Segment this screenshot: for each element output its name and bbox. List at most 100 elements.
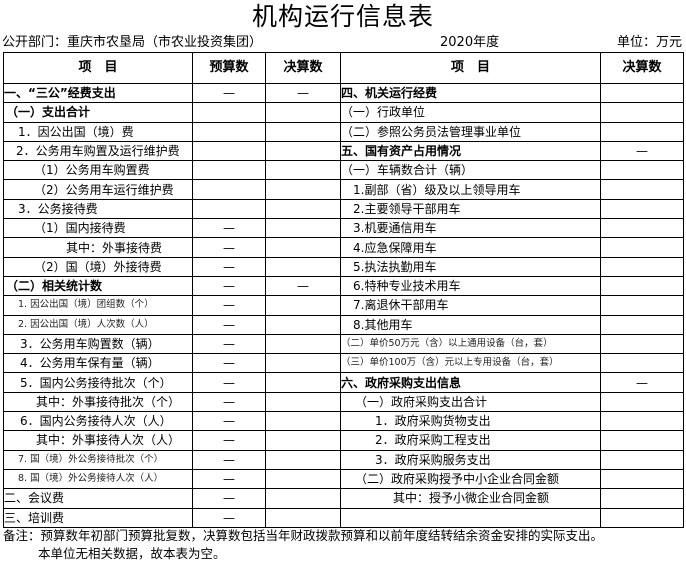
- table-row: （2）国（境）外接待费 — 5.执法执勤用车: [3, 256, 684, 277]
- right-final-value: [600, 391, 684, 413]
- right-final-value: [600, 275, 684, 297]
- right-final-value: [600, 218, 684, 239]
- right-item-label: 6.特种专业技术用车: [340, 275, 601, 297]
- table-row: （1）公务用车购置费 （一）车辆数合计（辆）: [3, 160, 684, 181]
- left-final-value: [265, 102, 341, 123]
- right-item-label: 其中：授予小微企业合同金额: [340, 488, 601, 509]
- left-item-label: 5．国内公务接待批次（个）: [3, 372, 193, 393]
- left-final-value: [265, 449, 341, 470]
- table-row: 7. 国（境）外公务接待批次（个） — 3．政府采购服务支出: [3, 449, 684, 470]
- right-item-label: 5.执法执勤用车: [340, 256, 601, 277]
- left-budget-value: —: [192, 237, 266, 258]
- right-item-label: （二）单价50万元（含）以上通用设备（台，套）: [340, 333, 601, 355]
- header-right-final: 决算数: [600, 52, 684, 84]
- header-left-budget: 预算数: [192, 52, 266, 84]
- left-item-label: 6．国内公务接待人次（人）: [3, 411, 193, 432]
- table-row: 6．国内公务接待人次（人） — 1．政府采购货物支出: [3, 411, 684, 432]
- header-row: 项 目 预算数 决算数 项 目 决算数: [3, 52, 684, 84]
- left-final-value: [265, 372, 341, 393]
- right-item-label: （三）单价100万（含）元以上专用设备（台，套）: [340, 353, 601, 374]
- table-row: 其中：外事接待批次（个） — （一）政府采购支出合计: [3, 391, 684, 413]
- table-row: （二）相关统计数 — —6.特种专业技术用车: [3, 275, 684, 297]
- table-row: 2. 因公出国（境）人次数（人） — 8.其他用车: [3, 314, 684, 335]
- left-budget-value: —: [192, 218, 266, 239]
- left-item-label: 1．因公出国（境）费: [3, 121, 193, 142]
- year-label: 2020年度: [440, 35, 500, 50]
- left-item-label: 3．公务用车购置数（辆）: [3, 333, 193, 355]
- left-budget-value: [192, 140, 266, 162]
- right-final-value: [600, 314, 684, 335]
- right-item-label: （二）参照公务员法管理事业单位: [340, 121, 601, 142]
- left-item-label: 2．公务用车购置及运行维护费: [3, 140, 193, 162]
- right-final-value: [600, 430, 684, 451]
- left-final-value: —: [265, 275, 341, 297]
- left-item-label: （1）公务用车购置费: [3, 160, 193, 181]
- right-item-label: 3.机要通信用车: [340, 218, 601, 239]
- left-final-value: [265, 160, 341, 181]
- right-final-value: [600, 333, 684, 355]
- left-item-label: （1）国内接待费: [3, 218, 193, 239]
- right-final-value: —: [600, 140, 684, 162]
- left-item-label: 一、“三公”经费支出: [3, 82, 193, 104]
- table-row: 5．国内公务接待批次（个） — 六、政府采购支出信息 —: [3, 372, 684, 393]
- table-row: 3．公务用车购置数（辆） — （二）单价50万元（含）以上通用设备（台，套）: [3, 333, 684, 355]
- left-final-value: [265, 391, 341, 413]
- table-row: 3．公务接待费 2.主要领导干部用车: [3, 198, 684, 220]
- left-final-value: [265, 353, 341, 374]
- left-budget-value: —: [192, 82, 266, 104]
- left-item-label: 三、培训费: [3, 507, 193, 528]
- table-row: 其中：外事接待费 — 4.应急保障用车: [3, 237, 684, 258]
- left-budget-value: —: [192, 430, 266, 451]
- right-item-label: 3．政府采购服务支出: [340, 449, 601, 470]
- right-final-value: [600, 295, 684, 316]
- right-final-value: [600, 488, 684, 509]
- table-row: 8. 国（境）外公务接待人次（人） — （二）政府采购授予中小企业合同金额: [3, 468, 684, 490]
- left-item-label: （二）相关统计数: [3, 275, 193, 297]
- right-final-value: [600, 237, 684, 258]
- left-item-label: 4．公务用车保有量（辆）: [3, 353, 193, 374]
- right-item-label: 2.主要领导干部用车: [340, 198, 601, 220]
- left-budget-value: —: [192, 411, 266, 432]
- left-final-value: [265, 507, 341, 528]
- left-final-value: [265, 333, 341, 355]
- left-budget-value: —: [192, 353, 266, 374]
- table-row: 一、“三公”经费支出 — — 四、机关运行经费: [3, 82, 684, 104]
- right-item-label: （一）车辆数合计（辆）: [340, 160, 601, 181]
- department-label: 公开部门：重庆市农垦局（市农业投资集团）: [2, 35, 263, 50]
- right-item-label: 1.副部（省）级及以上领导用车: [340, 179, 601, 200]
- right-final-value: [600, 411, 684, 432]
- right-item-label: 4.应急保障用车: [340, 237, 601, 258]
- right-final-value: [600, 160, 684, 181]
- left-budget-value: —: [192, 333, 266, 355]
- right-item-label: （一）政府采购支出合计: [340, 391, 601, 413]
- left-budget-value: —: [192, 314, 266, 335]
- left-item-label: 其中：外事接待批次（个）: [3, 391, 193, 413]
- left-final-value: [265, 314, 341, 335]
- unit-label: 单位：万元: [616, 35, 682, 50]
- right-item-label: 7.离退休干部用车: [340, 295, 601, 316]
- left-item-label: 7. 国（境）外公务接待批次（个）: [3, 449, 193, 470]
- left-final-value: [265, 218, 341, 239]
- right-item-label: 四、机关运行经费: [340, 82, 601, 104]
- right-final-value: [600, 256, 684, 277]
- left-budget-value: —: [192, 507, 266, 528]
- right-final-value: [600, 121, 684, 142]
- left-final-value: —: [265, 82, 341, 104]
- left-budget-value: —: [192, 256, 266, 277]
- left-item-label: （2）国（境）外接待费: [3, 256, 193, 277]
- note-line-1: 备注：预算数年初部门预算批复数，决算数包括当年财政拨款预算和以前年度结转结余资金…: [3, 528, 604, 543]
- left-final-value: [265, 121, 341, 142]
- table-row: 2．公务用车购置及运行维护费 五、国有资产占用情况 —: [3, 140, 684, 162]
- left-final-value: [265, 140, 341, 162]
- right-final-value: [600, 449, 684, 470]
- left-item-label: 3．公务接待费: [3, 198, 193, 220]
- left-budget-value: —: [192, 449, 266, 470]
- left-item-label: 其中：外事接待费: [3, 237, 193, 258]
- right-item-label: 2．政府采购工程支出: [340, 430, 601, 451]
- right-final-value: [600, 507, 684, 528]
- left-final-value: [265, 488, 341, 509]
- right-final-value: [600, 102, 684, 123]
- left-final-value: [265, 256, 341, 277]
- left-budget-value: [192, 102, 266, 123]
- table-row: 4．公务用车保有量（辆） — （三）单价100万（含）元以上专用设备（台，套）: [3, 353, 684, 374]
